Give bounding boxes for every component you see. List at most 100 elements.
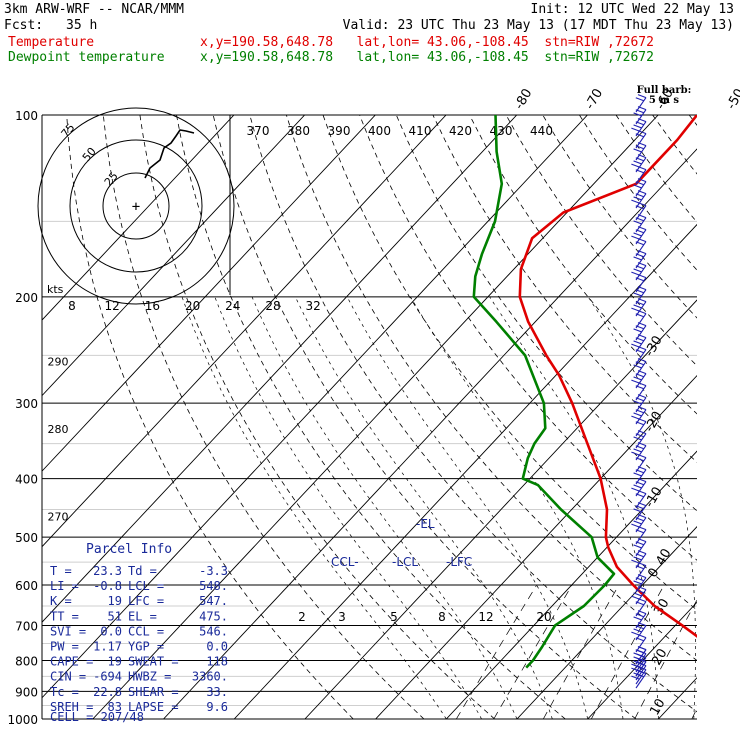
wind-barb-flag [637, 634, 647, 639]
wind-barb [633, 286, 647, 305]
wind-barb [635, 562, 647, 581]
wind-barb-flag [635, 553, 644, 558]
wind-barb-flag [637, 418, 647, 423]
mixing-ratio-label: 12 [478, 610, 493, 624]
wind-barb-staff [635, 637, 647, 653]
wind-barb-flag [633, 232, 642, 237]
parcel-value: 22.8 [93, 685, 122, 699]
hodograph-axis-tick: 16 [145, 299, 160, 313]
wind-barb-flag [637, 658, 647, 663]
wind-barb-staff [635, 217, 647, 233]
parcel-value: -694 [93, 670, 122, 684]
wind-barb-flag [635, 145, 644, 150]
isotherm-label: 30 [651, 596, 672, 618]
wind-barb [635, 238, 647, 257]
wind-barb-flag [637, 650, 647, 655]
wind-barb-staff [635, 373, 647, 389]
theta-label: 280 [48, 423, 69, 436]
wind-barb [633, 214, 647, 233]
wind-barb [635, 346, 647, 365]
mixing-ratio-line [456, 584, 537, 719]
temperature-curve [518, 115, 697, 638]
hodograph-ring-label: 25 [102, 170, 121, 189]
diagram-grid [42, 115, 740, 719]
wind-barb-flag [635, 337, 644, 342]
wind-barb-flag [637, 118, 647, 123]
mixing-ratio-label: 20 [536, 610, 551, 624]
dry-adiabat-line [286, 115, 697, 662]
wind-barb [633, 610, 647, 629]
theta-label-top: 390 [328, 124, 351, 138]
parcel-label: CCL = [128, 624, 164, 638]
isotherm-line [375, 374, 697, 719]
wind-barb-flag [633, 124, 642, 129]
wind-barb-flag [637, 310, 647, 315]
wind-barb [635, 454, 647, 473]
wind-barb-flag [635, 169, 644, 174]
parcel-label: SWEAT = [128, 655, 179, 669]
wind-barb-flag [635, 157, 644, 162]
wind-barb-flag [635, 481, 644, 486]
wind-barb-flag [637, 202, 647, 207]
wind-barb-flag [637, 666, 647, 671]
wind-barb [631, 190, 647, 209]
wind-barb-flag [637, 622, 647, 627]
hodograph-axis-tick: 32 [306, 299, 321, 313]
wind-barb-flag [635, 517, 644, 522]
wind-barb [635, 634, 647, 653]
wind-barb-staff [635, 541, 647, 557]
wind-barb-flag [633, 184, 642, 189]
dry-adiabat-line [66, 115, 354, 719]
wind-barbs [631, 94, 647, 689]
pressure-tick-label: 500 [15, 531, 38, 545]
pressure-tick-label: 200 [15, 291, 38, 305]
moist-adiabat-line [410, 296, 624, 719]
wind-barb-staff [635, 577, 647, 593]
wind-barb-flag [635, 529, 644, 534]
wind-barb-flag [637, 382, 647, 387]
parcel-label: CIN = [50, 670, 86, 684]
wind-barb [631, 154, 647, 173]
wind-barb-flag [635, 673, 644, 678]
wind-barb-flag [635, 217, 644, 222]
wind-barb-flag [633, 220, 642, 225]
mixing-ratio-label: 2 [298, 610, 306, 624]
wind-barb-staff [635, 653, 647, 669]
mixing-ratio-line [691, 707, 697, 719]
wind-barb [631, 226, 647, 245]
theta-label-top: 400 [368, 124, 391, 138]
wind-barb-staff [635, 661, 647, 677]
wind-barb-flag [633, 484, 642, 489]
wind-barb-flag [635, 253, 644, 258]
el-marker: -EL [416, 517, 435, 531]
wind-barb-flag [635, 445, 644, 450]
parcel-label: LCL = [128, 579, 164, 593]
parcel-label: SREH = [50, 700, 93, 714]
isotherm-line [42, 115, 518, 623]
wind-barb-legend-value: 5 m s [649, 95, 680, 106]
parcel-value: -0.8 [93, 579, 122, 593]
hodograph-ring [69, 139, 203, 273]
wind-barb-flag [637, 526, 647, 531]
isotherm-label: -70 [583, 86, 607, 112]
wind-barb-flag [637, 334, 647, 339]
wind-barb-flag [631, 675, 640, 680]
isotherm-line [729, 115, 740, 719]
wind-barb [635, 94, 647, 113]
wind-barb-staff [635, 205, 647, 221]
wind-barb-flag [635, 625, 644, 630]
hodograph-ring [37, 107, 235, 305]
wind-barb-staff [635, 505, 647, 521]
wind-barb-flag [637, 358, 647, 363]
isotherm-line [42, 115, 305, 397]
theta-label: 270 [48, 510, 69, 523]
parcel-label: Tc = [50, 685, 79, 699]
wind-barb-staff [635, 265, 647, 281]
wind-barb-flag [633, 412, 642, 417]
isotherm-label: 0 [645, 566, 662, 581]
isotherm-label: 20 [649, 646, 670, 668]
wind-barb-flag [635, 241, 644, 246]
parcel-label: HWBZ = [128, 670, 171, 684]
wind-barb [633, 538, 647, 557]
